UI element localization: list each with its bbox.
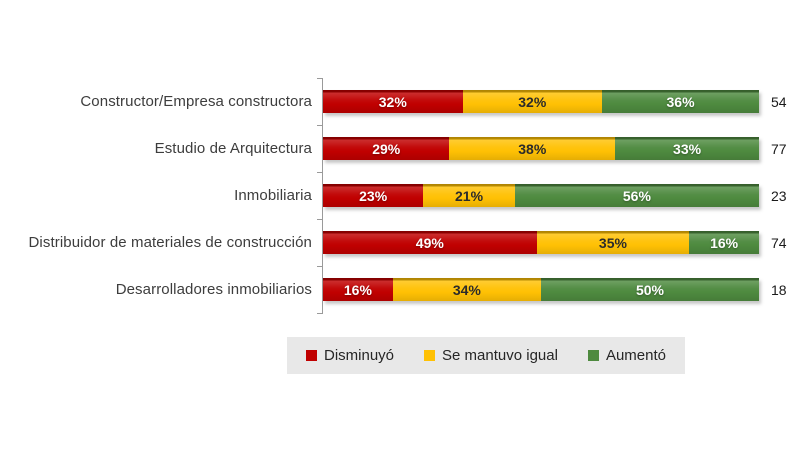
legend-label: Disminuyó	[324, 347, 395, 364]
bar-row: Constructor/Empresa constructora 32 32 3…	[0, 78, 800, 125]
legend-item-se-mantuvo-igual: Se mantuvo igual	[424, 347, 558, 364]
segment-se-mantuvo-igual: 21	[423, 184, 515, 207]
category-label: Inmobiliaria	[234, 187, 312, 204]
legend-label: Se mantuvo igual	[442, 347, 558, 364]
axis-tick	[317, 219, 323, 220]
stacked-bar: 23 21 56	[323, 184, 759, 207]
segment-se-mantuvo-igual: 35	[536, 231, 690, 254]
stacked-bar: 32 32 36	[323, 90, 759, 113]
plot-area: Constructor/Empresa constructora 32 32 3…	[0, 78, 800, 313]
legend-item-disminuyo: Disminuyó	[306, 347, 394, 364]
segment-aumento: 33	[615, 137, 759, 160]
category-label: Desarrolladores inmobiliarios	[115, 281, 312, 298]
bar-row: Inmobiliaria 23 21 56 23	[0, 172, 800, 219]
segment-disminuyo: 16	[323, 278, 393, 301]
row-total-value: 74	[771, 234, 787, 251]
segment-aumento: 56	[514, 184, 759, 207]
stacked-bar: 49 35 16	[323, 231, 759, 254]
axis-tick	[317, 172, 323, 173]
category-label: Distribuidor de materiales de construcci…	[28, 234, 312, 251]
legend: Disminuyó Se mantuvo igual Aumentó	[287, 337, 685, 374]
row-total-value: 54	[771, 93, 787, 110]
bar-row: Estudio de Arquitectura 29 38 33 77	[0, 125, 800, 172]
row-total-value: 18	[771, 281, 787, 298]
legend-label: Aumentó	[605, 347, 666, 364]
legend-swatch-disminuyo	[306, 350, 317, 361]
legend-swatch-aumento	[587, 350, 599, 361]
segment-disminuyo: 32	[323, 90, 463, 113]
category-label: Estudio de Arquitectura	[154, 140, 312, 157]
segment-disminuyo: 23	[323, 184, 424, 207]
axis-tick	[317, 78, 323, 79]
segment-se-mantuvo-igual: 32	[462, 90, 603, 113]
segment-aumento: 16	[689, 231, 759, 254]
legend-swatch-se-mantuvo-igual	[424, 350, 436, 361]
bar-row: Distribuidor de materiales de construcci…	[0, 219, 800, 266]
row-total-value: 77	[771, 140, 787, 157]
segment-disminuyo: 29	[323, 137, 450, 160]
axis-tick	[317, 125, 323, 126]
segment-se-mantuvo-igual: 38	[449, 137, 616, 160]
segment-aumento: 36	[602, 90, 759, 113]
stacked-bar: 29 38 33	[323, 137, 759, 160]
legend-item-aumento: Aumentó	[587, 347, 666, 364]
stacked-bar: 16 34 50	[323, 278, 759, 301]
segment-disminuyo: 49	[323, 231, 537, 254]
segment-se-mantuvo-igual: 34	[392, 278, 541, 301]
category-label: Constructor/Empresa constructora	[80, 93, 312, 110]
bar-row: Desarrolladores inmobiliarios 16 34 50 1…	[0, 266, 800, 313]
row-total-value: 23	[771, 187, 787, 204]
segment-aumento: 50	[540, 278, 759, 301]
axis-tick	[317, 313, 323, 314]
axis-tick	[317, 266, 323, 267]
